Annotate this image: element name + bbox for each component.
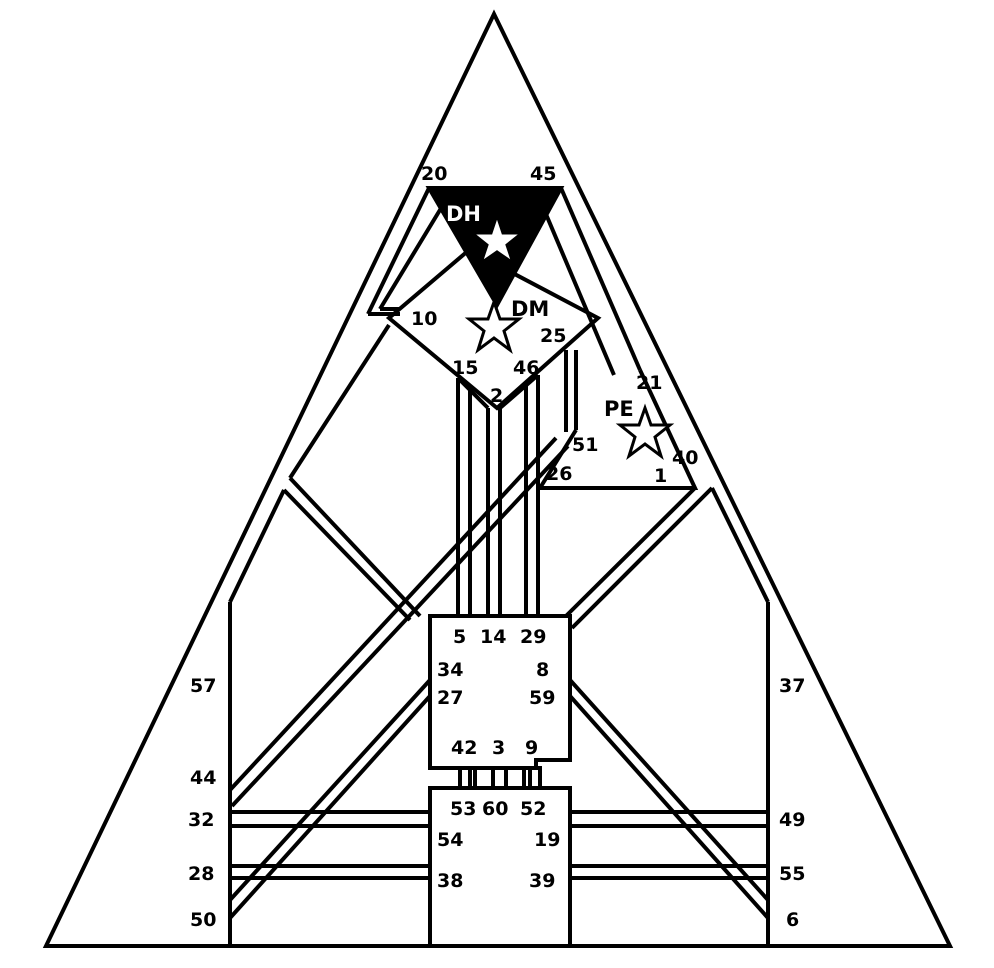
channel-27-50-b	[228, 694, 432, 920]
gate-label: 28	[188, 863, 214, 885]
gate-label: 54	[437, 829, 463, 851]
gate-label: 6	[786, 909, 799, 931]
gate-label: 40	[672, 447, 698, 469]
gate-label: 21	[636, 372, 662, 394]
pe-marker-label: PE	[604, 397, 634, 421]
gate-label: 49	[779, 809, 805, 831]
channel-20-left-outer	[366, 187, 431, 315]
gate-label: 45	[530, 163, 556, 185]
gate-label: 32	[188, 809, 214, 831]
channel-26-44-a	[228, 436, 558, 792]
g-center	[385, 247, 602, 411]
spleen-top	[228, 489, 286, 603]
gate-label: 55	[779, 863, 805, 885]
channel-57-34-b	[282, 488, 412, 622]
channel-10-down	[288, 323, 391, 480]
channel-27-50-a	[228, 678, 432, 902]
gate-label: 14	[480, 626, 506, 648]
gate-label: 59	[529, 687, 555, 709]
gate-label: 42	[451, 737, 477, 759]
channel-45-inner	[538, 199, 616, 376]
channel-3-60	[473, 766, 495, 790]
star-icon	[464, 210, 675, 461]
dm-marker-label: DM	[511, 297, 549, 321]
channel-42-53	[458, 766, 472, 790]
gate-label: 50	[190, 909, 216, 931]
gate-label: 44	[190, 767, 216, 789]
gate-label: 8	[536, 659, 549, 681]
star-icon	[464, 297, 524, 355]
gate-label: 57	[190, 675, 216, 697]
gate-label: 1	[654, 465, 667, 487]
gate-label: 38	[437, 870, 463, 892]
channel-40-37-a	[564, 486, 697, 618]
channel-9-52	[504, 766, 526, 790]
gate-label: 3	[492, 737, 505, 759]
gate-label: 53	[450, 798, 476, 820]
gate-label: 34	[437, 659, 463, 681]
channel-59-6-b	[568, 694, 770, 920]
gate-label: 52	[520, 798, 546, 820]
gate-label: 60	[482, 798, 508, 820]
channel-45-outer	[559, 187, 642, 371]
gate-label: 15	[452, 357, 478, 379]
gate-label: 51	[572, 434, 598, 456]
channel-20-left-inner	[378, 198, 448, 311]
dh-marker-label: DH	[446, 202, 481, 226]
channel-59-6-a	[568, 678, 770, 902]
star-icon	[467, 210, 527, 267]
gate-label: 25	[540, 325, 566, 347]
channel-9-52-b	[528, 766, 542, 790]
gate-label: 46	[513, 357, 539, 379]
gate-label: 20	[421, 163, 447, 185]
gate-label: 5	[453, 626, 466, 648]
gate-label: 2	[490, 385, 503, 407]
channel-57-34-a	[288, 476, 422, 618]
channel-40-37-b	[570, 486, 714, 630]
gate-label: 39	[529, 870, 555, 892]
gate-label: 29	[520, 626, 546, 648]
g-inner-right	[498, 373, 540, 410]
g-inner-left	[456, 376, 490, 410]
star-icon	[615, 403, 675, 461]
ego-right	[710, 487, 770, 603]
gate-label: 19	[534, 829, 560, 851]
channel-26-44-b	[230, 444, 570, 808]
gate-label: 9	[525, 737, 538, 759]
gate-label: 10	[411, 308, 437, 330]
gate-label: 26	[546, 463, 572, 485]
gate-label: 27	[437, 687, 463, 709]
gate-label: 37	[779, 675, 805, 697]
